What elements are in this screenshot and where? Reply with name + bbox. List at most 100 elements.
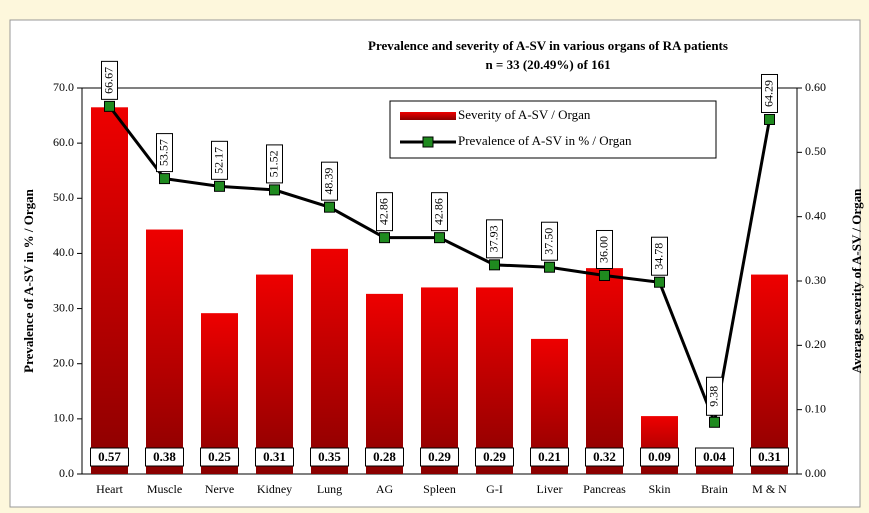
y2-tick-label: 0.10 (805, 401, 826, 415)
data-label-group: 37.50 (541, 221, 558, 261)
data-label: 0.31 (263, 449, 286, 464)
data-label-group: 34.78 (651, 236, 668, 276)
x-tick-label: G-I (486, 482, 503, 496)
legend-marker (422, 136, 434, 148)
data-label: 0.35 (318, 449, 341, 464)
data-label: 53.57 (156, 139, 170, 166)
y2-tick-label: 0.50 (805, 144, 826, 158)
chart-subtitle: n = 33 (20.49%) of 161 (485, 57, 610, 72)
marker (489, 259, 500, 271)
x-tick-label: Kidney (257, 482, 292, 496)
data-label: 0.28 (373, 449, 396, 464)
data-label-box (145, 447, 184, 467)
bar (91, 107, 128, 475)
data-label-box (530, 447, 569, 467)
data-label-box (750, 447, 789, 467)
y-tick-label: 50.0 (53, 190, 74, 204)
data-label: 0.29 (483, 449, 506, 464)
y-tick-label: 70.0 (53, 80, 74, 94)
data-label: 51.52 (266, 150, 280, 177)
data-label-box (761, 73, 778, 113)
data-label-group: 51.52 (266, 144, 283, 184)
x-tick-label: AG (376, 482, 394, 496)
data-label-group: 37.93 (486, 219, 503, 259)
y2-tick-label: 0.30 (805, 273, 826, 287)
marker (434, 232, 445, 244)
data-label-box (475, 447, 514, 467)
marker (214, 180, 225, 192)
x-tick-label: Spleen (423, 482, 456, 496)
legend-label: Severity of A-SV / Organ (458, 107, 591, 122)
y2-tick-label: 0.60 (805, 80, 826, 94)
x-tick-label: M & N (752, 482, 787, 496)
y-axis-title: Prevalence of A-SV in % / Organ (21, 188, 36, 372)
data-label: 0.04 (703, 449, 726, 464)
data-label-box (486, 219, 503, 259)
data-label: 34.78 (651, 243, 665, 270)
data-label: 0.29 (428, 449, 451, 464)
data-label: 0.38 (153, 449, 176, 464)
data-label-box (420, 447, 459, 467)
data-label-group: 53.57 (156, 133, 173, 173)
data-label: 0.25 (208, 449, 231, 464)
data-label-group: 64.29 (761, 73, 778, 113)
data-label: 0.57 (98, 449, 121, 464)
data-label: 37.50 (541, 228, 555, 255)
data-label-box (541, 221, 558, 261)
data-label-box (651, 236, 668, 276)
x-tick-label: Heart (96, 482, 123, 496)
bar (476, 287, 513, 474)
bar (146, 229, 183, 474)
data-label-box (211, 140, 228, 180)
chart-title: Prevalence and severity of A-SV in vario… (368, 38, 728, 53)
x-tick-label: Nerve (205, 482, 234, 496)
x-tick-label: Skin (648, 482, 670, 496)
data-label: 0.31 (758, 449, 781, 464)
y2-tick-label: 0.20 (805, 337, 826, 351)
data-label-box (90, 447, 129, 467)
data-label-box (266, 144, 283, 184)
y-tick-label: 10.0 (53, 411, 74, 425)
data-label-group: 52.17 (211, 140, 228, 180)
data-label-group: 42.86 (376, 192, 393, 232)
data-label-box (695, 447, 734, 467)
y2-axis-title: Average severity of A-SV / Organ (849, 188, 864, 373)
legend-label: Prevalence of A-SV in % / Organ (458, 133, 632, 148)
y-tick-label: 60.0 (53, 135, 74, 149)
x-tick-label: Muscle (147, 482, 182, 496)
data-label: 0.21 (538, 449, 561, 464)
data-label-box (585, 447, 624, 467)
data-label: 66.67 (101, 67, 115, 94)
data-label-box (321, 161, 338, 201)
data-label-group: 36.00 (596, 229, 613, 269)
y-tick-label: 20.0 (53, 355, 74, 369)
y-tick-label: 40.0 (53, 245, 74, 259)
data-label-box (200, 447, 239, 467)
bar (421, 287, 458, 474)
bar (311, 248, 348, 474)
bar (366, 293, 403, 474)
data-label: 64.29 (761, 80, 775, 107)
data-label: 9.38 (706, 386, 720, 407)
x-tick-label: Liver (537, 482, 563, 496)
marker (709, 416, 720, 428)
data-label: 42.86 (376, 198, 390, 225)
y-tick-label: 30.0 (53, 300, 74, 314)
data-label-box (706, 376, 723, 416)
data-label: 0.09 (648, 449, 671, 464)
data-label-box (431, 192, 448, 232)
data-label: 52.17 (211, 147, 225, 174)
data-label-group: 66.67 (101, 60, 118, 100)
legend-swatch (400, 112, 456, 120)
marker (324, 201, 335, 213)
data-label-box (596, 229, 613, 269)
data-label-box (156, 133, 173, 173)
marker (654, 276, 665, 288)
data-label-box (255, 447, 294, 467)
x-tick-label: Brain (701, 482, 728, 496)
data-label: 48.39 (321, 168, 335, 195)
y2-tick-label: 0.00 (805, 466, 826, 480)
marker (544, 261, 555, 273)
data-label-box (310, 447, 349, 467)
